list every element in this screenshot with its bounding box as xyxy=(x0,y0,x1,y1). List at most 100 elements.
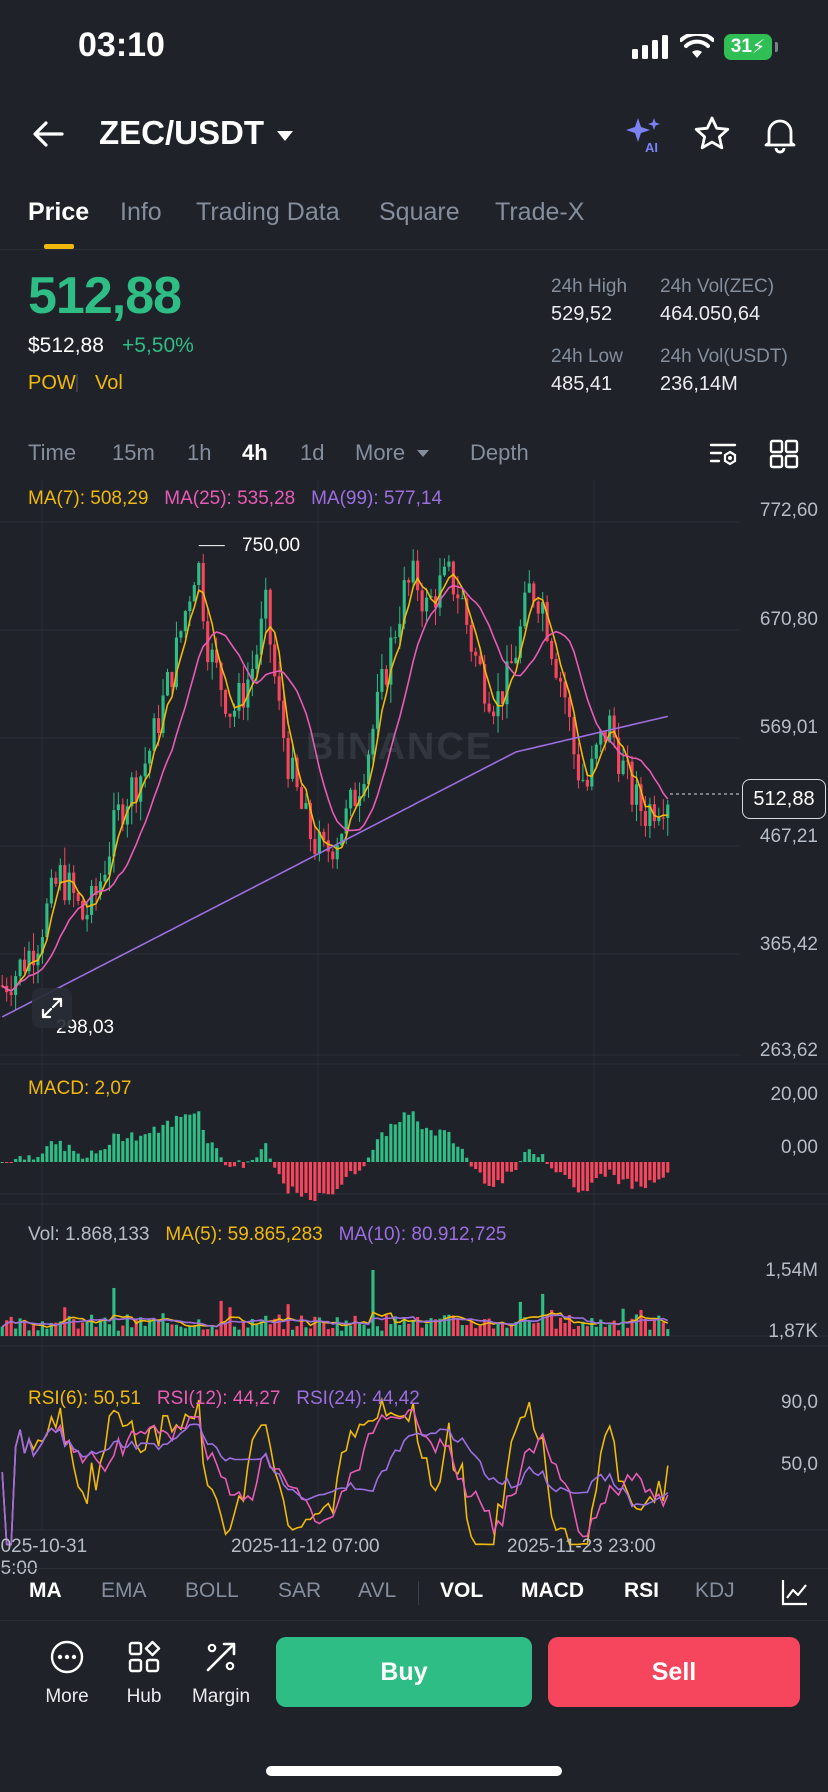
battery-icon: 31 ⚡ xyxy=(724,34,778,60)
macd-bar xyxy=(250,1159,254,1162)
volume-bar xyxy=(313,1316,317,1336)
indicator-settings-icon[interactable] xyxy=(780,1577,810,1607)
ma25-legend: MA(25): 535,28 xyxy=(164,488,296,509)
candle-body xyxy=(639,784,643,812)
sell-button[interactable]: Sell xyxy=(548,1637,800,1707)
macd-bar xyxy=(143,1134,147,1162)
indicator-avl[interactable]: AVL xyxy=(358,1579,397,1602)
indicator-rsi[interactable]: RSI xyxy=(624,1579,660,1602)
indicator-vol[interactable]: VOL xyxy=(440,1579,484,1602)
bell-icon[interactable] xyxy=(760,114,800,154)
indicator-ema[interactable]: EMA xyxy=(101,1579,147,1602)
pair-title[interactable]: ZEC/USDT xyxy=(99,114,264,151)
battery-level: 31 xyxy=(730,36,752,57)
volume-bar xyxy=(478,1325,482,1336)
macd-bar xyxy=(572,1162,576,1188)
candle-body xyxy=(456,594,460,599)
candle-body xyxy=(581,779,585,781)
volume-bar xyxy=(54,1322,58,1336)
buy-button[interactable]: Buy xyxy=(276,1637,532,1707)
candle-body xyxy=(98,881,103,895)
back-arrow-icon[interactable] xyxy=(28,114,68,154)
volume-bar xyxy=(90,1314,94,1336)
candle-body xyxy=(398,623,402,638)
usd-price: $512,88 xyxy=(28,334,104,357)
interval-time[interactable]: Time xyxy=(28,440,77,465)
volume-bar xyxy=(246,1327,250,1336)
expand-chart-button[interactable] xyxy=(32,988,72,1028)
volume-bar xyxy=(500,1323,505,1336)
indicator-kdj[interactable]: KDJ xyxy=(695,1579,735,1602)
rsi-axis-label: 90,0 xyxy=(781,1392,818,1413)
macd-bar xyxy=(527,1149,531,1162)
tag-vol[interactable]: Vol xyxy=(95,372,123,394)
tag-pow[interactable]: POW xyxy=(28,372,76,394)
caret-down-icon[interactable] xyxy=(274,124,296,146)
ai-sparkle-icon[interactable]: AI xyxy=(624,114,664,154)
star-icon[interactable] xyxy=(692,114,732,154)
macd-bar xyxy=(273,1162,277,1168)
volume-bar xyxy=(148,1318,152,1336)
chart-area[interactable]: BINANCE MA(7): 508,29 MA(25): 535,28 MA(… xyxy=(0,480,828,1580)
macd-bar xyxy=(366,1157,371,1162)
tab-square[interactable]: Square xyxy=(379,198,460,226)
ma99-legend: MA(99): 577,14 xyxy=(311,488,443,509)
volume-bar xyxy=(657,1315,661,1336)
price-axis-label: 670,80 xyxy=(759,609,818,630)
volume-bar xyxy=(425,1323,429,1336)
price-chart[interactable] xyxy=(0,480,828,1570)
volume-bar xyxy=(322,1321,326,1336)
rsi24-line xyxy=(1,1423,669,1546)
volume-bar xyxy=(340,1330,344,1336)
volume-bar xyxy=(536,1322,540,1336)
interval-1d[interactable]: 1d xyxy=(300,440,325,465)
candle-body xyxy=(554,658,558,678)
indicator-sar[interactable]: SAR xyxy=(278,1579,322,1602)
macd-bar xyxy=(206,1143,210,1162)
macd-bar xyxy=(76,1153,80,1162)
candle-body xyxy=(652,804,656,822)
more-button[interactable]: More xyxy=(32,1639,102,1708)
interval-4h[interactable]: 4h xyxy=(242,440,268,465)
volume-bar xyxy=(264,1315,268,1336)
macd-bar xyxy=(407,1114,411,1162)
macd-bar xyxy=(500,1162,505,1184)
chart-settings-icon[interactable] xyxy=(708,438,740,470)
macd-bar xyxy=(224,1162,228,1166)
tab-trade-x[interactable]: Trade-X xyxy=(495,198,585,226)
margin-button[interactable]: Margin xyxy=(186,1639,256,1708)
interval-more[interactable]: More xyxy=(355,440,406,465)
more-caret-icon[interactable] xyxy=(415,446,431,462)
rsi-axis-label: 50,0 xyxy=(781,1454,818,1475)
vol-base-value: 464.050,64 xyxy=(660,303,761,325)
volume-bar xyxy=(643,1318,647,1336)
candle-body xyxy=(85,914,89,920)
candle-body xyxy=(487,703,491,712)
macd-bar xyxy=(603,1162,607,1177)
hub-button[interactable]: Hub xyxy=(109,1639,179,1708)
candle-body xyxy=(54,877,58,884)
candle-body xyxy=(282,700,286,738)
indicator-macd[interactable]: MACD xyxy=(521,1579,584,1602)
interval-1h[interactable]: 1h xyxy=(187,440,212,465)
candle-body xyxy=(375,691,379,729)
volume-bar xyxy=(81,1322,85,1336)
tab-info[interactable]: Info xyxy=(120,198,162,226)
candle-body xyxy=(18,959,22,977)
macd-bar xyxy=(148,1133,152,1162)
candle-body xyxy=(500,691,505,705)
price-axis-label: 569,01 xyxy=(759,717,818,738)
tab-price[interactable]: Price xyxy=(28,198,90,226)
volume-bar xyxy=(666,1329,670,1336)
indicator-boll[interactable]: BOLL xyxy=(185,1579,239,1602)
tab-trading-data[interactable]: Trading Data xyxy=(196,198,340,226)
interval-15m[interactable]: 15m xyxy=(112,440,155,465)
macd-bar xyxy=(652,1162,656,1183)
vol-quote-label: 24h Vol(USDT) xyxy=(660,346,788,367)
indicator-ma[interactable]: MA xyxy=(29,1579,62,1602)
volume-bar xyxy=(581,1321,585,1336)
grid-layout-icon[interactable] xyxy=(768,438,800,470)
price-axis-label: 467,21 xyxy=(759,826,818,847)
interval-depth[interactable]: Depth xyxy=(470,440,529,465)
volume-bar xyxy=(241,1320,245,1336)
